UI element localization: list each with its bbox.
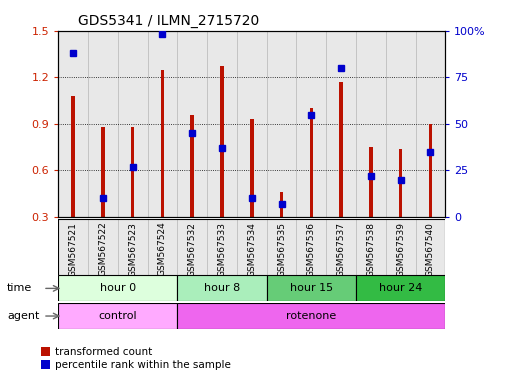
Text: GSM567533: GSM567533 bbox=[217, 222, 226, 276]
Bar bbox=[101, 127, 105, 217]
Bar bbox=[355, 31, 385, 217]
Bar bbox=[58, 303, 177, 329]
Legend: transformed count, percentile rank within the sample: transformed count, percentile rank withi… bbox=[40, 347, 231, 370]
Bar bbox=[147, 219, 177, 275]
Bar bbox=[118, 31, 147, 217]
Text: hour 15: hour 15 bbox=[289, 283, 332, 293]
Bar bbox=[118, 219, 147, 275]
Bar bbox=[177, 219, 207, 275]
Bar bbox=[207, 31, 236, 217]
Text: GSM567535: GSM567535 bbox=[276, 222, 285, 276]
Bar bbox=[339, 82, 342, 217]
Text: hour 8: hour 8 bbox=[204, 283, 239, 293]
Text: GSM567522: GSM567522 bbox=[98, 222, 107, 276]
Text: control: control bbox=[98, 311, 137, 321]
Bar bbox=[160, 70, 164, 217]
Text: hour 0: hour 0 bbox=[99, 283, 135, 293]
Text: hour 24: hour 24 bbox=[378, 283, 422, 293]
Bar bbox=[415, 219, 444, 275]
Bar bbox=[266, 31, 296, 217]
Text: GSM567523: GSM567523 bbox=[128, 222, 137, 276]
Bar bbox=[385, 31, 415, 217]
Text: GSM567538: GSM567538 bbox=[366, 222, 375, 276]
Bar bbox=[190, 114, 193, 217]
Text: GSM567534: GSM567534 bbox=[247, 222, 256, 276]
Bar bbox=[147, 31, 177, 217]
Bar bbox=[220, 66, 223, 217]
Bar bbox=[177, 275, 266, 301]
Bar bbox=[88, 31, 118, 217]
Text: GSM567521: GSM567521 bbox=[69, 222, 77, 276]
Bar bbox=[266, 219, 296, 275]
Bar bbox=[88, 219, 118, 275]
Bar bbox=[131, 127, 134, 217]
Bar bbox=[177, 303, 444, 329]
Bar bbox=[279, 192, 283, 217]
Bar bbox=[415, 31, 444, 217]
Bar bbox=[309, 108, 313, 217]
Bar bbox=[355, 275, 444, 301]
Bar bbox=[266, 275, 355, 301]
Text: time: time bbox=[7, 283, 32, 293]
Bar bbox=[296, 31, 326, 217]
Bar bbox=[355, 219, 385, 275]
Bar bbox=[296, 219, 326, 275]
Text: GDS5341 / ILMN_2715720: GDS5341 / ILMN_2715720 bbox=[77, 14, 258, 28]
Bar bbox=[249, 119, 253, 217]
Bar bbox=[71, 96, 75, 217]
Bar bbox=[385, 219, 415, 275]
Bar bbox=[398, 149, 401, 217]
Bar bbox=[207, 219, 236, 275]
Text: agent: agent bbox=[7, 311, 39, 321]
Text: GSM567537: GSM567537 bbox=[336, 222, 345, 276]
Text: GSM567524: GSM567524 bbox=[158, 222, 167, 276]
Bar bbox=[58, 31, 88, 217]
Bar bbox=[58, 275, 177, 301]
Bar bbox=[326, 219, 355, 275]
Bar bbox=[236, 219, 266, 275]
Text: GSM567539: GSM567539 bbox=[395, 222, 405, 276]
Bar bbox=[428, 124, 431, 217]
Bar bbox=[236, 31, 266, 217]
Bar bbox=[326, 31, 355, 217]
Bar bbox=[58, 219, 88, 275]
Bar bbox=[368, 147, 372, 217]
Bar bbox=[177, 31, 207, 217]
Text: GSM567540: GSM567540 bbox=[425, 222, 434, 276]
Text: GSM567536: GSM567536 bbox=[306, 222, 315, 276]
Text: GSM567532: GSM567532 bbox=[187, 222, 196, 276]
Text: rotenone: rotenone bbox=[286, 311, 336, 321]
